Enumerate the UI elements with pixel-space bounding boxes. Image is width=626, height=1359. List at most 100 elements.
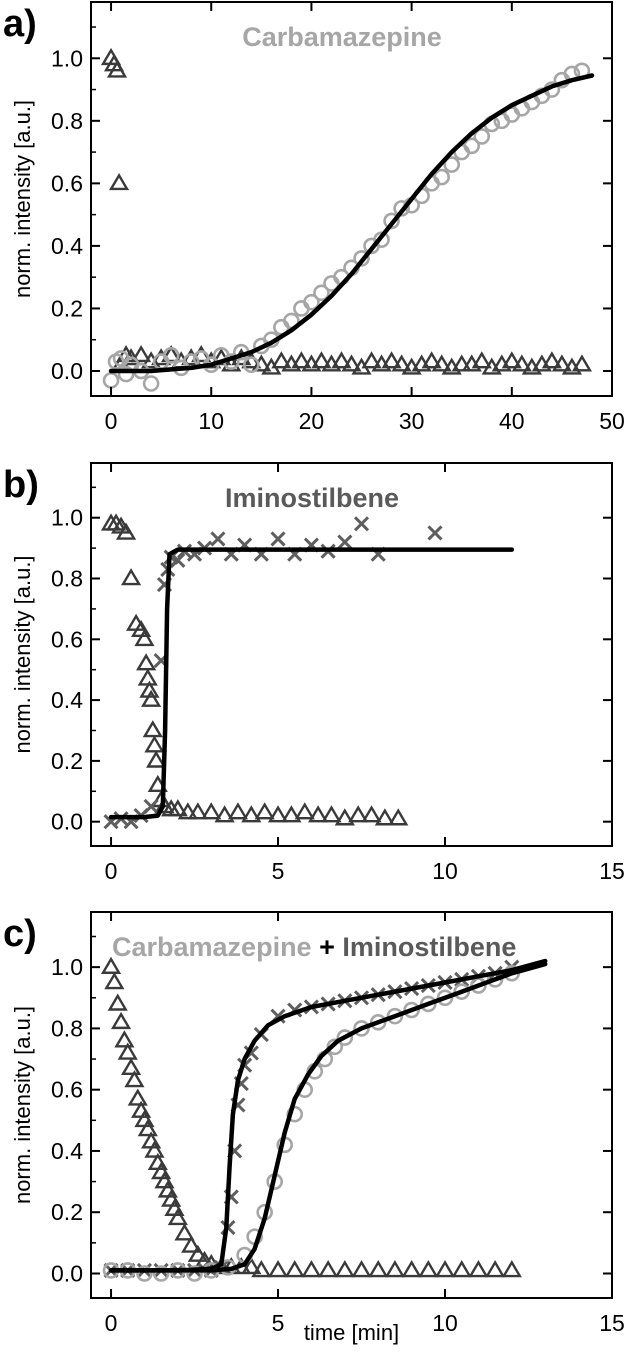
circle-point xyxy=(393,200,410,217)
circle-point xyxy=(443,156,460,173)
y-tick-label: 0.0 xyxy=(51,809,83,835)
title-part: + xyxy=(312,932,343,962)
triangle-point xyxy=(388,808,409,826)
title-part: Carbamazepine xyxy=(242,22,442,52)
triangle-point xyxy=(311,351,332,369)
y-tick-label: 0.6 xyxy=(51,626,83,652)
triangle-point xyxy=(334,808,355,826)
triangle-point xyxy=(227,802,249,820)
circle-point xyxy=(383,212,400,230)
triangle-point xyxy=(451,354,472,372)
chart-title: Iminostilbene xyxy=(225,483,399,513)
y-tick-label: 0.8 xyxy=(51,1015,83,1041)
triangle-point xyxy=(418,1260,439,1278)
triangle-point xyxy=(551,354,573,372)
panel-a: 0.0 0.2 0.4 0.6 0.8 1.0 0 10 20 30 40 50 norm. inten… xyxy=(3,1,625,434)
triangle-point xyxy=(361,805,382,823)
circle-point xyxy=(353,1020,370,1037)
plot-frame xyxy=(90,1,613,397)
circle-point xyxy=(403,1001,420,1019)
triangle-point xyxy=(294,802,315,820)
circle-point xyxy=(373,231,390,248)
title-part: Iminostilbene xyxy=(225,483,399,513)
y-tick-label: 0.6 xyxy=(51,170,83,196)
y-axis-label: norm. intensity [a.u.] xyxy=(10,555,35,753)
y-tick-label: 0.4 xyxy=(51,233,83,259)
x-tick-label: 0 xyxy=(105,1310,118,1336)
y-tick-label: 0.8 xyxy=(51,566,83,592)
triangle-point xyxy=(115,522,137,540)
triangle-point xyxy=(251,1260,272,1278)
triangle-point xyxy=(361,351,382,369)
triangle-point xyxy=(308,805,329,823)
x-tick-label: 20 xyxy=(299,408,325,434)
circle-point xyxy=(303,293,320,311)
circle-point xyxy=(286,1105,304,1123)
circle-point xyxy=(336,1029,354,1046)
triangle-point xyxy=(391,354,412,372)
triangle-point xyxy=(301,1260,322,1278)
triangle-point xyxy=(144,1140,165,1158)
triangle-point xyxy=(331,351,352,369)
circle-point xyxy=(433,168,450,186)
y-axis-label: norm. intensity [a.u.] xyxy=(10,1006,35,1204)
circle-point xyxy=(386,1007,404,1025)
triangle-point xyxy=(468,1260,489,1278)
triangle-point xyxy=(401,1260,422,1278)
circle-point xyxy=(353,250,370,267)
y-tick-label: 0.6 xyxy=(51,1077,83,1103)
triangle-point xyxy=(485,1260,506,1278)
y-tick-label: 0.4 xyxy=(51,687,83,713)
plot-frame xyxy=(90,911,613,1299)
triangle-point xyxy=(127,1088,148,1106)
cross-point xyxy=(337,534,353,550)
triangle-point xyxy=(104,972,125,990)
circle-point xyxy=(420,995,437,1013)
triangle-point xyxy=(341,354,362,372)
triangle-point xyxy=(501,351,522,369)
y-tick-label: 0.4 xyxy=(51,1138,83,1164)
title-part: Carbamazepine xyxy=(112,932,312,962)
triangle-point xyxy=(201,802,222,820)
circle-point xyxy=(326,1038,344,1056)
y-tick-label: 0.0 xyxy=(51,1260,83,1286)
triangle-point xyxy=(267,1260,289,1278)
cross-point xyxy=(170,552,186,568)
y-tick-label: 0.0 xyxy=(51,358,83,384)
y-tick-label: 0.2 xyxy=(51,1199,83,1225)
triangle-point xyxy=(434,1260,456,1278)
title-part: Iminostilbene xyxy=(342,932,516,962)
triangle-point xyxy=(351,1260,372,1278)
x-tick-label: 10 xyxy=(432,1310,458,1336)
cross-point xyxy=(143,798,159,815)
triangle-point xyxy=(267,805,289,823)
triangle-point xyxy=(107,993,128,1011)
plot-frame xyxy=(90,462,613,847)
triangle-point xyxy=(334,1260,355,1278)
circle-point xyxy=(186,1265,203,1282)
panel-b: 0.0 0.2 0.4 0.6 0.8 1.0 0 5 10 15 norm. intensity … xyxy=(3,462,625,884)
triangle-point xyxy=(241,805,262,823)
triangle-point xyxy=(174,1223,195,1241)
fit-line xyxy=(108,73,595,374)
circle-point xyxy=(152,1265,170,1282)
triangle-point xyxy=(100,956,122,974)
triangle-point xyxy=(471,351,492,369)
triangle-point xyxy=(254,802,275,820)
cross-point xyxy=(210,531,226,547)
triangle-point xyxy=(146,750,167,768)
panel-label: a) xyxy=(3,3,37,45)
x-tick-label: 10 xyxy=(432,858,458,884)
plot-area xyxy=(100,47,595,392)
triangle-point xyxy=(167,799,188,817)
triangle-point xyxy=(374,808,395,826)
triangle-point xyxy=(142,720,163,738)
x-tick-label: 15 xyxy=(599,858,625,884)
triangle-point xyxy=(291,351,312,369)
y-tick-label: 1.0 xyxy=(51,505,83,531)
circle-point xyxy=(117,365,135,383)
triangle-point xyxy=(144,735,165,753)
x-tick-label: 50 xyxy=(599,408,625,434)
y-axis-label: norm. intensity [a.u.] xyxy=(10,100,35,298)
